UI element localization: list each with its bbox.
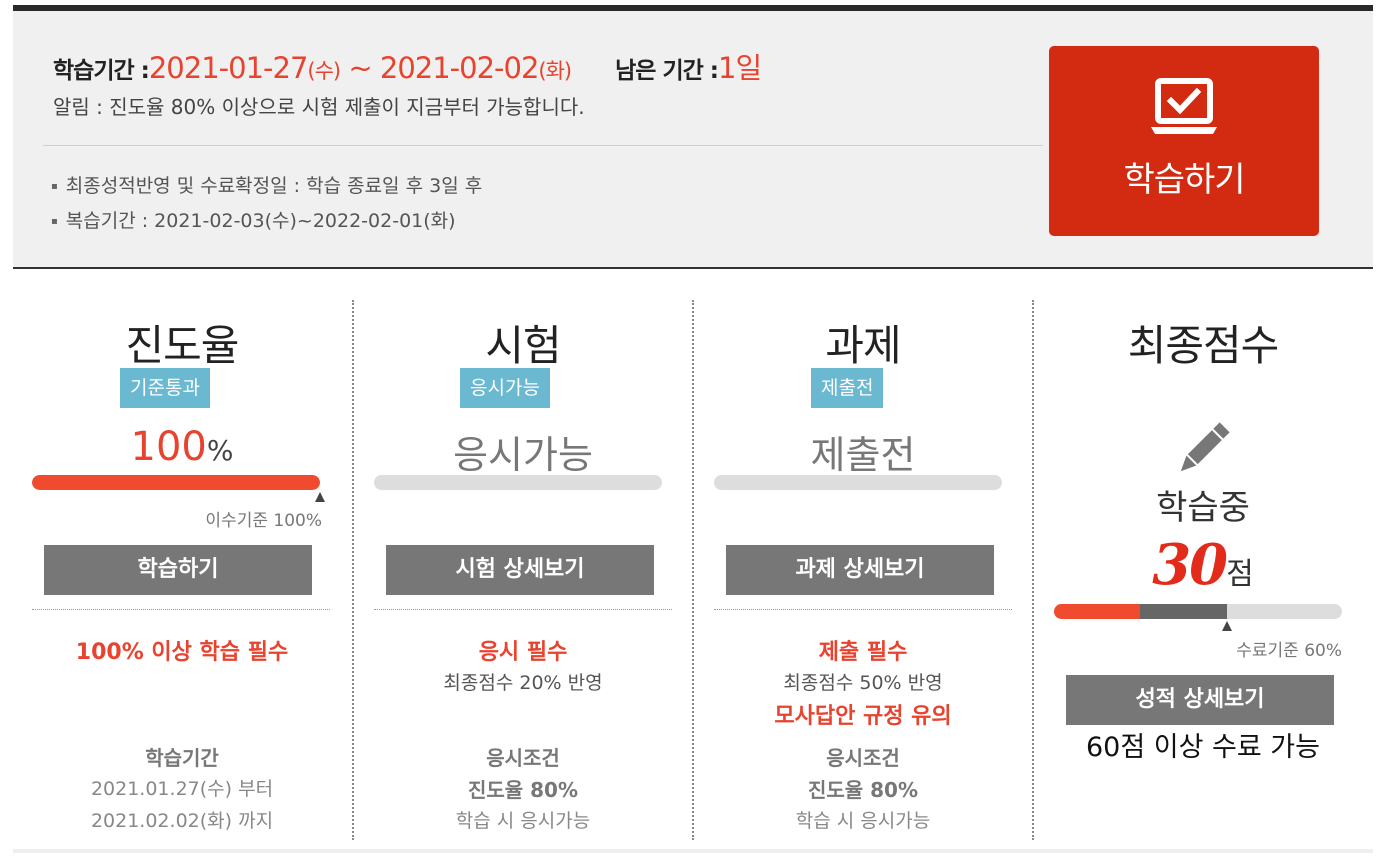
- progress-unit: %: [206, 434, 234, 467]
- study-button-main[interactable]: 학습하기: [1049, 46, 1319, 236]
- pencil-icon: [1180, 422, 1230, 472]
- score-bar-fill: [1054, 604, 1141, 619]
- bottom-border: [13, 849, 1373, 853]
- assignment-badge: 제출전: [811, 368, 884, 408]
- progress-percent: 100%: [12, 424, 352, 470]
- final-score: 30점: [1034, 532, 1372, 598]
- assignment-condition-note: 학습 시 응시가능: [795, 810, 931, 832]
- pass-threshold-fill: [1140, 604, 1227, 619]
- progress-badge: 기준통과: [120, 368, 210, 408]
- period-label: 학습기간 :: [53, 58, 150, 84]
- bullet-review-period: 복습기간 : 2021-02-03(수)~2022-02-01(화): [51, 204, 482, 239]
- final-score-title: 최종점수: [1127, 321, 1280, 370]
- assignment-condition-value: 진도율 80%: [807, 778, 919, 802]
- study-period-line: 학습기간 : 2021-01-27(수) ~ 2021-02-02(화) 남은 …: [53, 45, 762, 87]
- progress-column: 진도율 기준통과 100% 이수기준 100% 학습하기 100% 이상 학습 …: [12, 300, 352, 840]
- final-score-unit: 점: [1226, 557, 1254, 592]
- exam-condition-value: 진도율 80%: [467, 778, 579, 802]
- remaining-value: 1일: [718, 51, 762, 85]
- course-summary-header: 학습기간 : 2021-01-27(수) ~ 2021-02-02(화) 남은 …: [13, 11, 1373, 269]
- header-divider: [43, 145, 1043, 146]
- assignment-status: 제출전: [810, 433, 916, 477]
- exam-requirement: 응시 필수: [478, 640, 568, 665]
- info-bullets: 최종성적반영 및 수료확정일 : 학습 종료일 후 3일 후 복습기간 : 20…: [51, 169, 482, 239]
- assignment-column: 과제 제출전 제출전 과제 상세보기 제출 필수 최종점수 50% 반영 모사답…: [692, 300, 1032, 840]
- bullet-final-grade: 최종성적반영 및 수료확정일 : 학습 종료일 후 3일 후: [51, 169, 482, 204]
- final-score-column: 최종점수 학습중 30점 수료기준 60% 성적 상세보기 60점 이상 수료 …: [1032, 300, 1372, 840]
- period-start: 2021-01-27: [148, 51, 309, 85]
- exam-condition-note: 학습 시 응시가능: [455, 810, 591, 832]
- pass-marker-icon: [1221, 621, 1232, 631]
- study-button[interactable]: 학습하기: [44, 545, 312, 595]
- assignment-condition-title: 응시조건: [826, 746, 900, 770]
- top-border: [13, 5, 1373, 11]
- final-score-value: 30: [1152, 532, 1228, 598]
- period-end: 2021-02-02: [379, 51, 540, 85]
- exam-title: 시험: [485, 321, 561, 370]
- progress-value: 100: [130, 424, 207, 470]
- progress-criteria: 이수기준 100%: [205, 511, 322, 531]
- assignment-weight: 최종점수 50% 반영: [783, 672, 943, 694]
- study-period-to: 2021.02.02(화) 까지: [90, 810, 274, 832]
- assignment-detail-button[interactable]: 과제 상세보기: [726, 545, 994, 595]
- study-period-from: 2021.01.27(수) 부터: [90, 778, 274, 800]
- assignment-title: 과제: [825, 321, 901, 370]
- progress-bar: [32, 475, 320, 490]
- divider: [714, 609, 1012, 610]
- assignment-warning: 모사답안 규정 유의: [774, 704, 952, 729]
- exam-badge: 응시가능: [460, 368, 550, 408]
- final-status: 학습중: [1156, 488, 1250, 528]
- divider: [374, 609, 672, 610]
- progress-title: 진도율: [125, 321, 240, 370]
- study-period-title: 학습기간: [145, 746, 219, 770]
- laptop-check-icon: [1151, 78, 1217, 134]
- period-separator: ~: [348, 51, 372, 85]
- assignment-requirement: 제출 필수: [818, 640, 908, 665]
- exam-bar: [374, 475, 662, 490]
- study-button-label: 학습하기: [1123, 160, 1245, 200]
- divider: [32, 609, 330, 610]
- final-score-bar: [1054, 604, 1342, 619]
- exam-condition-title: 응시조건: [486, 746, 560, 770]
- final-criteria: 수료기준 60%: [1236, 641, 1342, 661]
- assignment-bar: [714, 475, 1002, 490]
- progress-requirement: 100% 이상 학습 필수: [75, 640, 289, 665]
- exam-weight: 최종점수 20% 반영: [443, 672, 603, 694]
- grade-detail-button[interactable]: 성적 상세보기: [1066, 675, 1334, 725]
- period-start-day: (수): [307, 59, 341, 83]
- completion-note: 60점 이상 수료 가능: [1086, 732, 1320, 763]
- exam-column: 시험 응시가능 응시가능 시험 상세보기 응시 필수 최종점수 20% 반영 응…: [352, 300, 692, 840]
- period-range: 2021-01-27(수) ~ 2021-02-02(화): [148, 51, 572, 85]
- remaining-label: 남은 기간 :: [615, 58, 719, 84]
- criteria-marker-icon: [315, 492, 325, 502]
- progress-bar-fill: [32, 475, 320, 490]
- period-end-day: (화): [538, 59, 572, 83]
- exam-detail-button[interactable]: 시험 상세보기: [386, 545, 654, 595]
- notice-text: 알림 : 진도율 80% 이상으로 시험 제출이 지금부터 가능합니다.: [53, 95, 585, 119]
- exam-status: 응시가능: [453, 433, 593, 477]
